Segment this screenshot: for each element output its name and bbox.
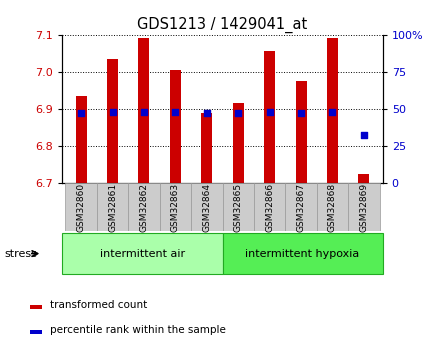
Point bbox=[141, 109, 148, 115]
Bar bbox=[233, 103, 244, 183]
FancyBboxPatch shape bbox=[191, 183, 222, 231]
Text: GSM32867: GSM32867 bbox=[296, 183, 306, 231]
Text: GSM32865: GSM32865 bbox=[234, 183, 243, 231]
Point bbox=[235, 110, 242, 116]
Text: GSM32860: GSM32860 bbox=[77, 183, 85, 231]
Point bbox=[203, 110, 210, 116]
Text: stress: stress bbox=[4, 249, 37, 258]
Text: GSM32864: GSM32864 bbox=[202, 183, 211, 231]
Bar bbox=[264, 51, 275, 183]
Text: GSM32866: GSM32866 bbox=[265, 183, 274, 231]
FancyBboxPatch shape bbox=[222, 233, 383, 274]
Bar bbox=[138, 38, 150, 183]
Point bbox=[172, 109, 179, 115]
FancyBboxPatch shape bbox=[65, 183, 97, 231]
Text: GSM32863: GSM32863 bbox=[171, 183, 180, 231]
Bar bbox=[30, 305, 42, 309]
FancyBboxPatch shape bbox=[254, 183, 285, 231]
Text: GSM32861: GSM32861 bbox=[108, 183, 117, 231]
Bar bbox=[358, 174, 369, 183]
Text: GDS1213 / 1429041_at: GDS1213 / 1429041_at bbox=[138, 17, 307, 33]
Bar bbox=[76, 96, 87, 183]
Bar bbox=[30, 330, 42, 334]
FancyBboxPatch shape bbox=[97, 183, 128, 231]
FancyBboxPatch shape bbox=[62, 233, 222, 274]
FancyBboxPatch shape bbox=[128, 183, 160, 231]
FancyBboxPatch shape bbox=[317, 183, 348, 231]
Text: transformed count: transformed count bbox=[50, 300, 148, 310]
Point bbox=[77, 110, 85, 116]
Text: intermittent hypoxia: intermittent hypoxia bbox=[246, 249, 360, 258]
Bar bbox=[201, 113, 212, 183]
Text: GSM32869: GSM32869 bbox=[360, 183, 368, 231]
Text: intermittent air: intermittent air bbox=[100, 249, 185, 258]
Point bbox=[297, 110, 304, 116]
Bar bbox=[170, 70, 181, 183]
Point bbox=[360, 132, 368, 138]
FancyBboxPatch shape bbox=[222, 183, 254, 231]
Point bbox=[109, 109, 116, 115]
Bar bbox=[327, 38, 338, 183]
FancyBboxPatch shape bbox=[285, 183, 317, 231]
Text: GSM32862: GSM32862 bbox=[139, 183, 149, 231]
Bar bbox=[295, 81, 307, 183]
FancyBboxPatch shape bbox=[348, 183, 380, 231]
Bar bbox=[107, 59, 118, 183]
Text: GSM32868: GSM32868 bbox=[328, 183, 337, 231]
FancyBboxPatch shape bbox=[160, 183, 191, 231]
Point bbox=[329, 109, 336, 115]
Text: percentile rank within the sample: percentile rank within the sample bbox=[50, 325, 226, 335]
Point bbox=[266, 109, 273, 115]
